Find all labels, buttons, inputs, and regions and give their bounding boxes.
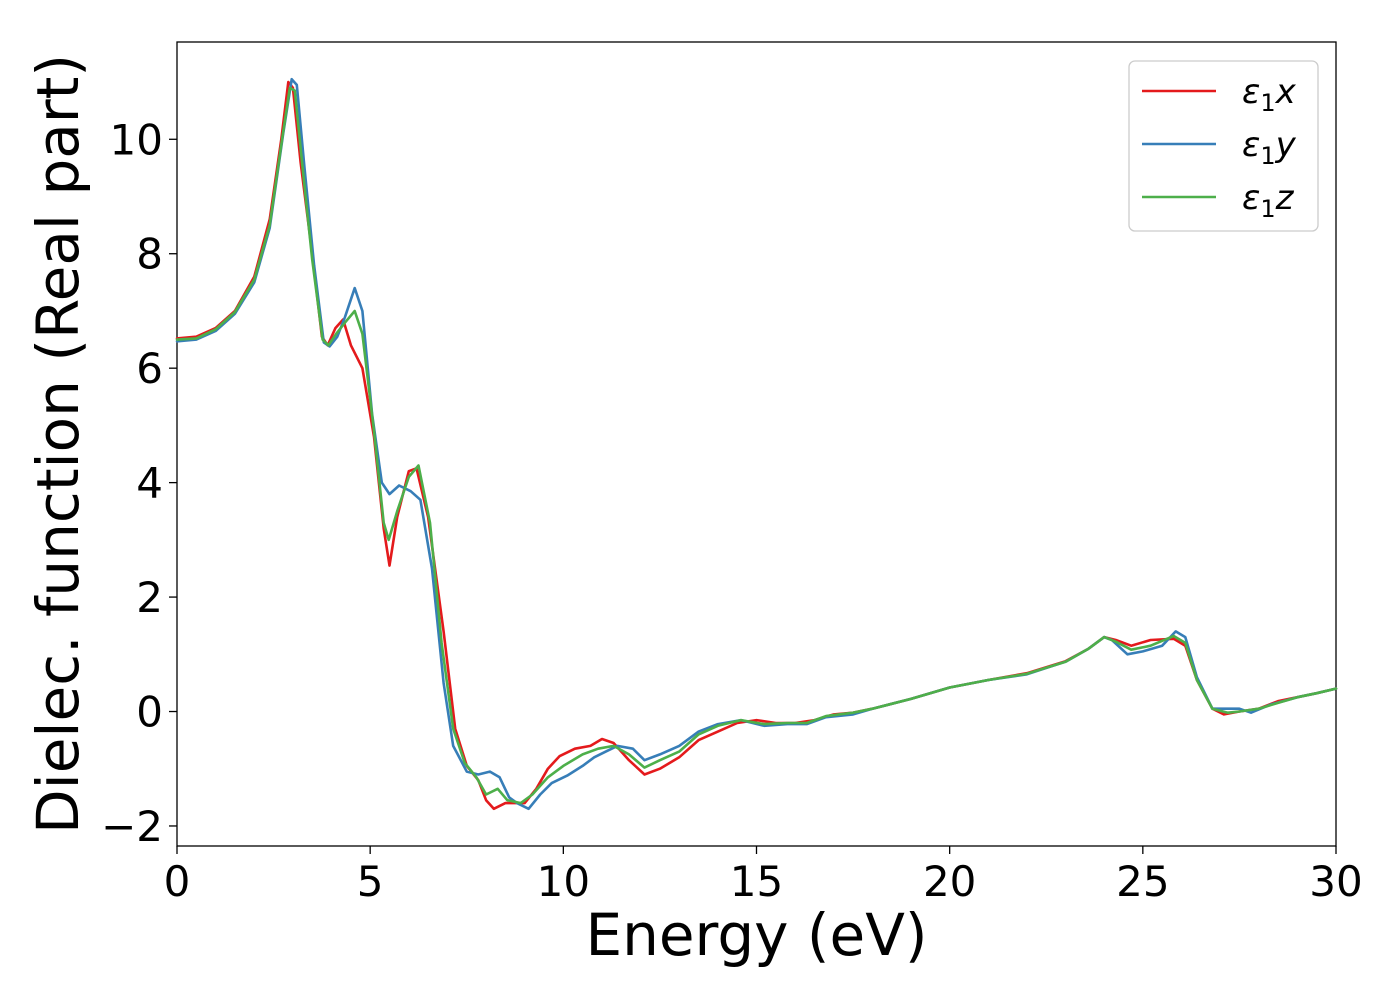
series-layer bbox=[175, 77, 1338, 811]
y-axis-ticks: −2 0 2 4 6 8 10 bbox=[101, 115, 177, 851]
legend-label: ε1y bbox=[1242, 125, 1297, 170]
x-tick-label: 30 bbox=[1309, 857, 1362, 906]
x-tick-label: 5 bbox=[357, 857, 384, 906]
legend: ε1x ε1y ε1z bbox=[1128, 60, 1319, 232]
x-tick-label: 20 bbox=[923, 857, 976, 906]
y-axis-label: Dielec. function (Real part) bbox=[24, 54, 92, 834]
x-axis-label: Energy (eV) bbox=[585, 901, 927, 969]
legend-label: ε1z bbox=[1242, 178, 1295, 223]
legend-box bbox=[1128, 60, 1319, 232]
y-tick-label: 6 bbox=[136, 344, 163, 393]
series-line-2 bbox=[175, 86, 1338, 805]
legend-label: ε1x bbox=[1242, 72, 1297, 117]
x-axis-ticks: 0 5 10 15 20 25 30 bbox=[164, 846, 1363, 906]
x-tick-label: 15 bbox=[730, 857, 783, 906]
y-tick-label: 8 bbox=[136, 230, 163, 279]
y-tick-label: 0 bbox=[136, 688, 163, 737]
x-tick-label: 0 bbox=[164, 857, 191, 906]
x-tick-label: 10 bbox=[537, 857, 590, 906]
x-tick-label: 25 bbox=[1116, 857, 1169, 906]
y-tick-label: 2 bbox=[136, 573, 163, 622]
y-tick-label: 4 bbox=[136, 459, 163, 508]
series-line-1 bbox=[175, 77, 1338, 811]
y-tick-label: −2 bbox=[101, 802, 163, 851]
y-tick-label: 10 bbox=[110, 115, 163, 164]
